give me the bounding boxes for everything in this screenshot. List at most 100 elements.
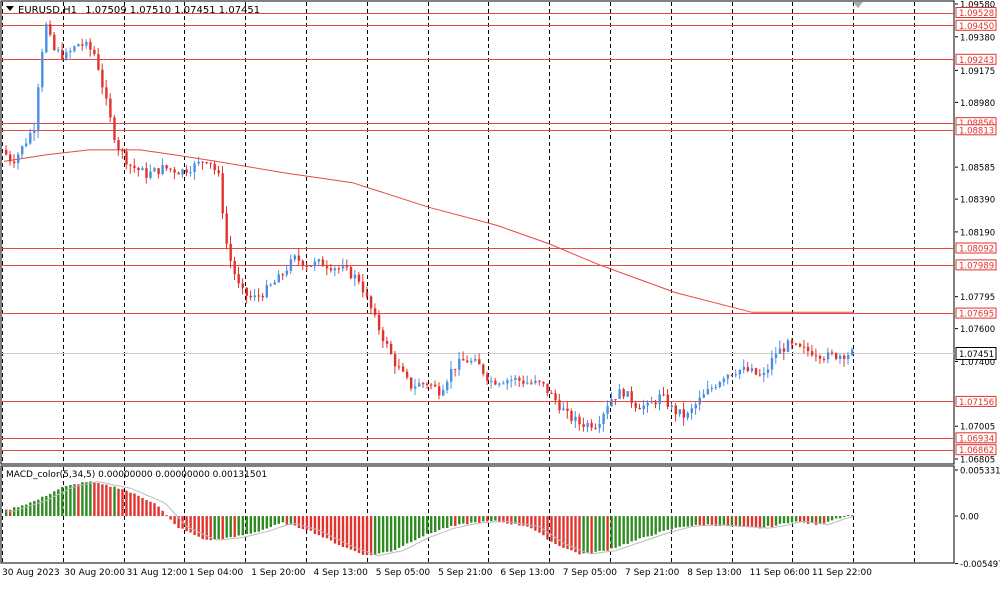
macd-bar [778,516,782,524]
macd-bar [349,516,353,550]
macd-bar [450,516,453,526]
candle-body [594,427,597,429]
macd-bar [426,516,429,534]
macd-bar [313,516,317,534]
candle-body [710,388,714,390]
candle-body [522,380,525,384]
candle-body [61,49,64,59]
macd-bar [37,499,40,517]
candle-body [454,368,457,370]
candle-body [658,394,661,405]
current-price-tag [955,347,997,360]
moving-average-line [3,149,854,313]
candle-body [726,374,730,379]
macd-bar [558,516,561,547]
candle-body [754,368,758,375]
candle-body [229,243,232,261]
macd-bar [65,486,68,517]
macd-bar [654,516,657,535]
candle-body [97,54,100,70]
candle-body [393,354,397,367]
macd-bar [722,516,726,526]
current-price-label: 1.07451 [959,350,994,360]
macd-bar [61,486,64,517]
candle-body [586,422,589,427]
candle-body [474,359,477,361]
candle-body [321,259,325,267]
candle-body [734,374,738,376]
candle-body [297,255,301,261]
macd-bar [385,516,389,552]
candle-body [21,146,24,155]
level-price-label: 1.09528 [959,9,994,19]
macd-title: MACD_color(5,34,5) 0.00000000 0.00000000… [6,470,267,480]
y-tick-label: 1.07795 [960,293,995,303]
candle-body [494,380,497,385]
candle-body [281,274,285,276]
candle-body [835,353,838,359]
macd-bar [201,516,204,540]
candle-body [401,366,405,372]
candle-body [145,168,148,178]
y-tick-label: 1.08190 [960,228,995,238]
candle-body [466,360,469,363]
candle-body [678,409,681,415]
macd-bar [357,516,361,553]
candle-body [562,408,565,411]
macd-bar [586,516,589,553]
candle-body [646,402,649,406]
y-tick-label: 1.08390 [960,196,995,206]
candle-body [109,98,112,118]
level-price-label: 1.08092 [959,245,994,255]
macd-bar [341,516,345,547]
macd-bar [149,501,152,516]
macd-bar [289,516,293,525]
macd-bar [109,486,112,517]
x-tick-label: 6 Sep 13:00 [500,568,555,578]
candle-body [233,260,236,275]
candle-body [81,44,84,46]
macd-bar [57,489,60,517]
macd-bar [169,516,172,520]
macd-bar [434,516,437,533]
level-price-tag [955,53,997,65]
candle-body [546,383,549,393]
candle-body [694,404,697,409]
macd-bar [810,516,814,524]
candle-body [285,270,289,275]
chart-shift-icon[interactable] [853,2,863,8]
candle-body [514,377,517,380]
candle-body [650,402,653,404]
symbol-title: EURUSD,H1 [18,5,77,16]
macd-bar [758,516,762,529]
macd-bar [337,516,341,546]
candle-body [137,167,140,171]
macd-bar [798,516,802,522]
candle-body [253,295,256,298]
triangle-down-icon[interactable] [6,6,14,11]
macd-bar [189,516,192,533]
macd-bar [442,516,445,529]
y-tick-label: 1.09380 [960,33,995,43]
macd-panel [0,465,955,564]
macd-bar [554,516,557,544]
macd-bar [542,516,545,536]
macd-bar [137,495,140,517]
macd-bar [81,482,84,516]
macd-bar [466,516,469,525]
price-level-lines[interactable] [2,13,954,451]
macd-bar [41,496,44,517]
candle-body [506,380,509,384]
candle-body [129,164,132,166]
candle-body [502,383,505,385]
candle-body [610,399,613,407]
macd-bar [598,516,601,551]
macd-bar [802,516,806,523]
candle-body [778,348,782,354]
macd-bar [602,516,605,551]
macd-bar [474,516,477,523]
candle-body [141,168,144,171]
candle-body [41,52,44,88]
